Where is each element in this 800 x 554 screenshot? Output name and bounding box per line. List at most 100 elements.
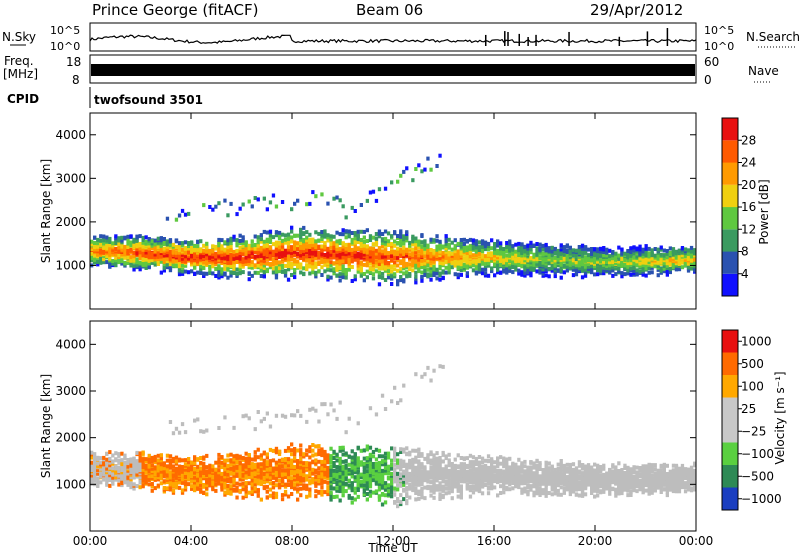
scatter-cell bbox=[247, 490, 251, 495]
scatter-cell bbox=[341, 481, 345, 486]
scatter-cell bbox=[290, 480, 294, 485]
scatter-cell bbox=[235, 488, 239, 493]
scatter-cell bbox=[241, 235, 245, 240]
scatter-cell bbox=[368, 489, 373, 494]
scatter-cell bbox=[505, 253, 509, 258]
scatter-cell bbox=[138, 234, 142, 239]
scatter-cell bbox=[408, 495, 412, 500]
scatter-cell bbox=[526, 249, 530, 254]
scatter-cell bbox=[393, 488, 397, 493]
scatter-cell bbox=[187, 250, 191, 255]
scatter-cell bbox=[511, 265, 515, 270]
scatter-cell bbox=[511, 253, 515, 258]
scatter-cell bbox=[596, 247, 600, 252]
scatter-cell bbox=[93, 478, 97, 483]
scatter-cell bbox=[414, 239, 418, 244]
scatter-cell bbox=[135, 484, 139, 488]
scatter-cell bbox=[174, 258, 179, 263]
scatter-cell bbox=[102, 260, 106, 265]
scatter-cell bbox=[183, 254, 188, 259]
scatter-cell bbox=[411, 486, 415, 491]
cpid-panel: CPID twofsound 3501 bbox=[7, 87, 203, 108]
scatter-cell bbox=[299, 471, 303, 476]
scatter-cell bbox=[174, 250, 179, 255]
scatter-cell bbox=[211, 244, 215, 249]
scatter-cell bbox=[277, 485, 282, 490]
scatter-cell bbox=[405, 451, 409, 456]
scatter-cell bbox=[235, 248, 239, 253]
scatter-cell bbox=[390, 475, 394, 480]
scatter-cell bbox=[202, 476, 206, 481]
scatter-cell bbox=[468, 260, 473, 265]
scatter-cell bbox=[638, 247, 642, 252]
scatter-cell bbox=[559, 255, 563, 260]
scatter-cell bbox=[138, 254, 142, 258]
scatter-cell bbox=[350, 250, 354, 255]
scatter-cell bbox=[205, 477, 209, 482]
scatter-cell bbox=[641, 258, 645, 263]
scatter-cell bbox=[356, 266, 360, 271]
scatter-cell bbox=[274, 472, 279, 477]
scatter-cell bbox=[196, 473, 200, 478]
scatter-cell bbox=[90, 476, 94, 481]
scatter-cell bbox=[283, 269, 288, 273]
scatter-cell bbox=[277, 478, 282, 483]
scatter-cell bbox=[187, 211, 191, 216]
scatter-cell bbox=[232, 480, 236, 485]
scatter-cell bbox=[523, 249, 527, 254]
scatter-cell bbox=[126, 248, 130, 253]
scatter-cell bbox=[180, 271, 185, 276]
scatter-cell bbox=[693, 257, 697, 262]
scatter-cell bbox=[565, 253, 569, 258]
scatter-cell bbox=[390, 250, 394, 255]
scatter-cell bbox=[265, 250, 269, 255]
scatter-cell bbox=[544, 258, 548, 263]
scatter-cell bbox=[444, 249, 448, 254]
scatter-cell bbox=[438, 245, 442, 250]
scatter-cell bbox=[390, 478, 394, 483]
scatter-cell bbox=[183, 471, 188, 475]
scatter-cell bbox=[517, 253, 521, 257]
scatter-cell bbox=[217, 275, 221, 280]
scatter-cell bbox=[511, 244, 515, 249]
scatter-cell bbox=[405, 501, 409, 506]
scatter-cell bbox=[396, 463, 400, 468]
scatter-cell bbox=[253, 464, 257, 469]
scatter-cell bbox=[129, 477, 133, 482]
scatter-cell bbox=[317, 419, 321, 424]
scatter-cell bbox=[523, 273, 527, 278]
scatter-cell bbox=[299, 413, 303, 418]
scatter-cell bbox=[293, 450, 297, 454]
scatter-cell bbox=[177, 244, 182, 249]
scatter-cell bbox=[220, 252, 224, 257]
scatter-cell bbox=[399, 398, 403, 403]
scatter-cell bbox=[299, 478, 303, 483]
scatter-cell bbox=[153, 486, 157, 491]
scatter-cell bbox=[586, 264, 591, 269]
scatter-cell bbox=[180, 243, 185, 248]
scatter-cell bbox=[405, 235, 409, 240]
scatter-cell bbox=[180, 458, 185, 463]
scatter-cell bbox=[414, 491, 418, 495]
scatter-cell bbox=[235, 453, 239, 458]
scatter-cell bbox=[659, 247, 663, 252]
scatter-cell bbox=[650, 248, 654, 253]
scatter-cell bbox=[296, 198, 300, 203]
scatter-cell bbox=[390, 458, 394, 463]
scatter-cell bbox=[196, 262, 200, 267]
scatter-cell bbox=[417, 249, 421, 254]
scatter-cell bbox=[253, 263, 257, 268]
scatter-cell bbox=[365, 464, 369, 469]
scatter-cell bbox=[620, 262, 624, 267]
scatter-cell bbox=[426, 243, 430, 248]
scatter-cell bbox=[414, 263, 418, 268]
scatter-cell bbox=[223, 258, 227, 263]
scatter-cell bbox=[268, 253, 273, 258]
scatter-cell bbox=[256, 462, 260, 467]
scatter-cell bbox=[311, 443, 315, 447]
scatter-cell bbox=[280, 470, 285, 475]
scatter-cell bbox=[383, 458, 388, 463]
scatter-cell bbox=[399, 247, 403, 252]
y-tick-label: 1000 bbox=[55, 258, 86, 272]
scatter-cell bbox=[235, 472, 239, 477]
